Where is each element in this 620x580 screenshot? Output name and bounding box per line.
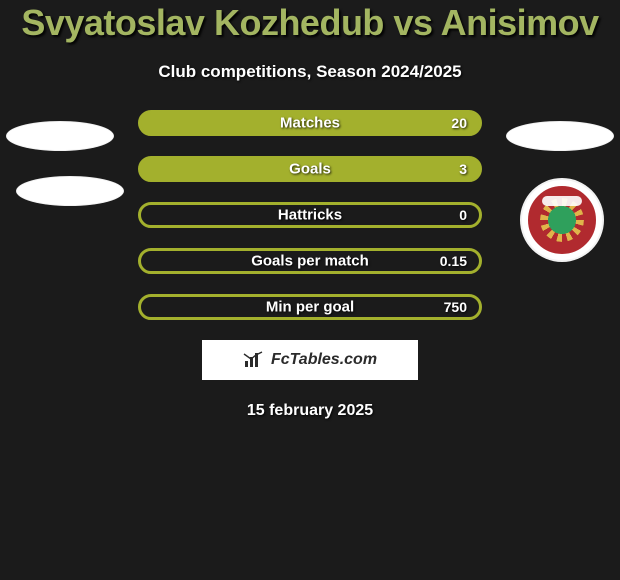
bar-goals-per-match: Goals per match 0.15 (138, 248, 482, 274)
page-subtitle: Club competitions, Season 2024/2025 (0, 62, 620, 82)
bar-right-value: 20 (409, 115, 479, 131)
player1-club-placeholder (16, 176, 124, 206)
credit-text: FcTables.com (271, 351, 377, 369)
bar-hattricks: Hattricks 0 (138, 202, 482, 228)
bar-min-per-goal: Min per goal 750 (138, 294, 482, 320)
player1-avatar-placeholder (6, 121, 114, 151)
footer-date: 15 february 2025 (0, 402, 620, 420)
credit-box[interactable]: FcTables.com (202, 340, 418, 380)
page-title: Svyatoslav Kozhedub vs Anisimov (0, 0, 620, 44)
bar-right-value: 750 (409, 299, 479, 315)
bar-right-value: 3 (409, 161, 479, 177)
bar-matches: Matches 20 (138, 110, 482, 136)
bar-label: Goals per match (251, 253, 369, 270)
bar-label: Goals (289, 161, 331, 178)
player2-club-logo (520, 178, 604, 262)
bar-right-value: 0 (409, 207, 479, 223)
stats-bars: Matches 20 Goals 3 Hattricks 0 Goals per… (138, 110, 482, 320)
club-badge-icon (528, 186, 596, 254)
bar-label: Hattricks (278, 207, 342, 224)
bar-label: Min per goal (266, 299, 354, 316)
bar-right-value: 0.15 (409, 253, 479, 269)
bar-chart-icon (243, 351, 265, 369)
bar-goals: Goals 3 (138, 156, 482, 182)
player2-avatar-placeholder (506, 121, 614, 151)
bar-label: Matches (280, 115, 340, 132)
